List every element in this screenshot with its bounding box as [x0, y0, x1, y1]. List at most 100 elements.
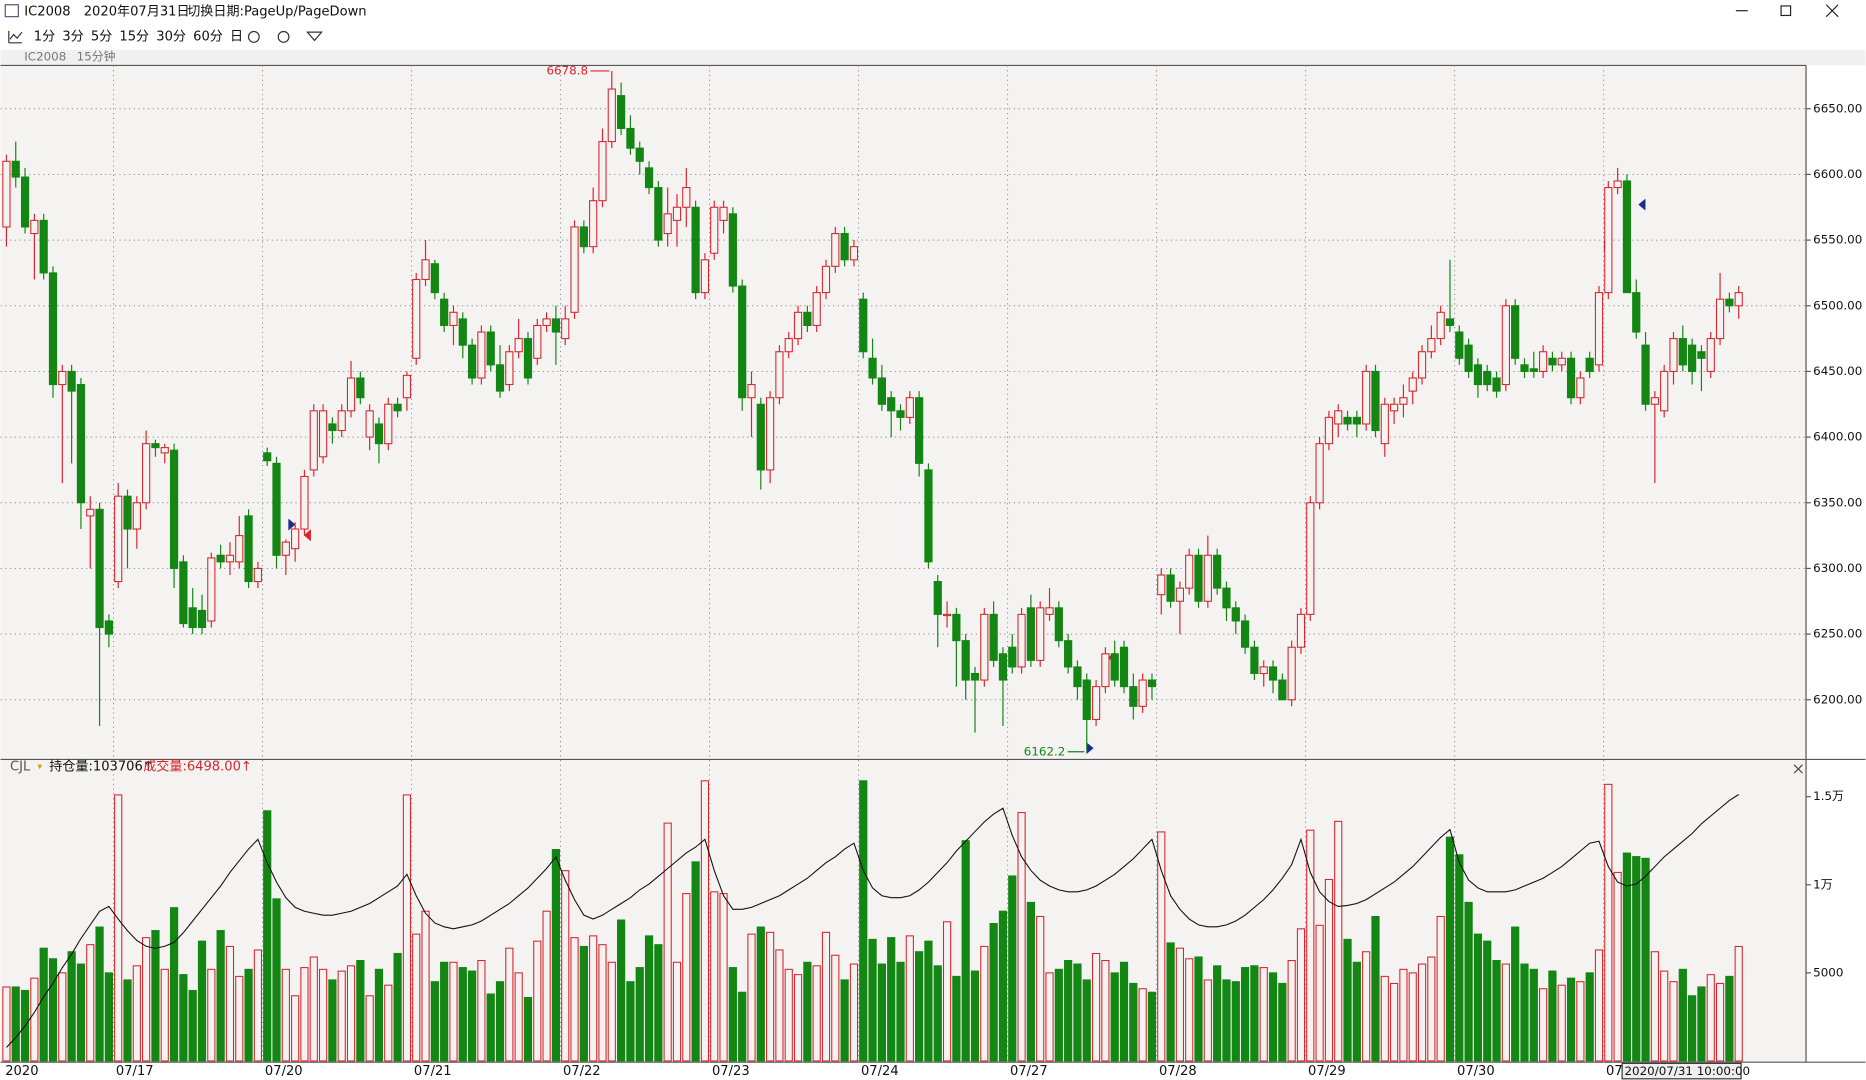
y-tick-label: 6600.00 — [1813, 167, 1862, 181]
candle-body — [486, 331, 495, 366]
candle-body — [961, 640, 970, 681]
y-tick-label: 5000 — [1813, 965, 1843, 979]
volume-bar — [1231, 981, 1240, 1062]
volume-bar — [384, 984, 393, 1062]
candle-body — [458, 318, 467, 346]
volume-bar — [58, 972, 67, 1062]
volume-bar — [160, 968, 169, 1062]
candle-body — [1147, 679, 1157, 688]
volume-bar — [1119, 961, 1129, 1062]
period-button[interactable]: 3分 — [62, 28, 83, 44]
subheader-period: 15分钟 — [77, 50, 116, 64]
x-tick-label: 07/21 — [414, 1064, 452, 1079]
volume-bar — [1390, 982, 1399, 1062]
volume-bar — [1622, 852, 1632, 1062]
period-button[interactable]: 5分 — [91, 28, 112, 44]
candle-body — [626, 127, 635, 149]
restore-button[interactable] — [1780, 5, 1792, 17]
candle-body — [728, 213, 737, 287]
volume-bar — [1715, 982, 1725, 1062]
zoom-out-button[interactable] — [277, 30, 290, 43]
volume-bar — [1147, 991, 1157, 1062]
volume-bar — [1678, 968, 1687, 1062]
period-button[interactable]: 30分 — [156, 28, 186, 44]
volume-bar — [663, 822, 672, 1062]
close-button[interactable] — [1825, 4, 1839, 18]
window-title: IC2008 — [24, 4, 70, 19]
oi-legend: 持仓量:103706↑ — [49, 759, 154, 775]
candle-body — [337, 410, 346, 432]
volume-bar — [216, 930, 225, 1062]
volume-bar — [1399, 968, 1408, 1062]
candle-body — [430, 263, 439, 294]
volume-bar — [598, 944, 607, 1062]
volume-bar — [775, 949, 784, 1062]
candle-body — [942, 613, 952, 617]
candle-body — [1501, 305, 1510, 386]
volume-bar — [644, 935, 654, 1062]
indicator-dot: ▾ — [37, 762, 42, 773]
candle-body — [635, 147, 644, 162]
candle-body — [747, 384, 756, 399]
period-button[interactable]: 60分 — [193, 28, 223, 44]
candle-body — [738, 285, 747, 399]
period-button[interactable]: 15分 — [119, 28, 149, 44]
candle-body — [1045, 607, 1054, 615]
candle-body — [1483, 370, 1492, 386]
candle-body — [1231, 607, 1240, 622]
candle-body — [1715, 298, 1725, 340]
volume-bar — [1548, 970, 1557, 1062]
candle-body — [924, 469, 933, 563]
candle-body — [48, 272, 58, 386]
period-button[interactable]: 1分 — [34, 28, 55, 44]
zoom-in-button[interactable] — [247, 30, 260, 43]
candle-body — [86, 508, 95, 517]
volume-bar — [570, 937, 579, 1062]
volume-bar — [1259, 967, 1268, 1062]
candle-body — [1464, 344, 1473, 372]
candle-body — [1296, 613, 1306, 648]
volume-bar — [1101, 960, 1110, 1062]
candle-body — [505, 351, 514, 386]
subheader-bar — [0, 49, 1866, 66]
period-button[interactable]: 日 — [230, 29, 243, 44]
volume-bar — [421, 910, 430, 1062]
plot-background — [0, 65, 1807, 1063]
volume-bar — [756, 926, 765, 1062]
volume-bar — [617, 919, 626, 1062]
volume-bar — [374, 968, 384, 1062]
candle-body — [933, 581, 942, 615]
y-tick-label: 1万 — [1813, 877, 1833, 891]
y-tick-label: 6400.00 — [1813, 430, 1862, 444]
candle-body — [533, 324, 542, 359]
volume-bar — [365, 995, 374, 1062]
candle-body — [1622, 180, 1632, 294]
volume-bar — [533, 940, 542, 1062]
volume-bar — [430, 981, 439, 1062]
volume-bar — [952, 975, 961, 1062]
candle-body — [1222, 587, 1231, 609]
candle-body — [710, 206, 719, 254]
volume-bar — [225, 945, 235, 1062]
volume-bar — [142, 937, 151, 1062]
volume-bar — [1688, 995, 1697, 1062]
volume-bar — [467, 970, 477, 1062]
settings-button[interactable] — [306, 31, 323, 42]
volume-bar — [1445, 836, 1455, 1062]
volume-bar — [1520, 963, 1529, 1062]
candle-body — [915, 397, 924, 464]
y-tick-label: 1.5万 — [1813, 789, 1844, 803]
volume-bar — [356, 960, 365, 1062]
candle-body — [495, 364, 505, 392]
volume-bar — [710, 891, 719, 1062]
candle-body — [570, 226, 579, 313]
volume-bar — [961, 840, 970, 1062]
candle-body — [803, 311, 812, 326]
volume-bar — [933, 965, 942, 1062]
volume-bar — [263, 810, 272, 1062]
volume-bar — [1222, 979, 1231, 1062]
candle-body — [812, 292, 821, 326]
close-indicator-button[interactable] — [1793, 764, 1803, 774]
chart-type-button[interactable] — [8, 30, 23, 44]
volume-bar — [412, 933, 421, 1062]
